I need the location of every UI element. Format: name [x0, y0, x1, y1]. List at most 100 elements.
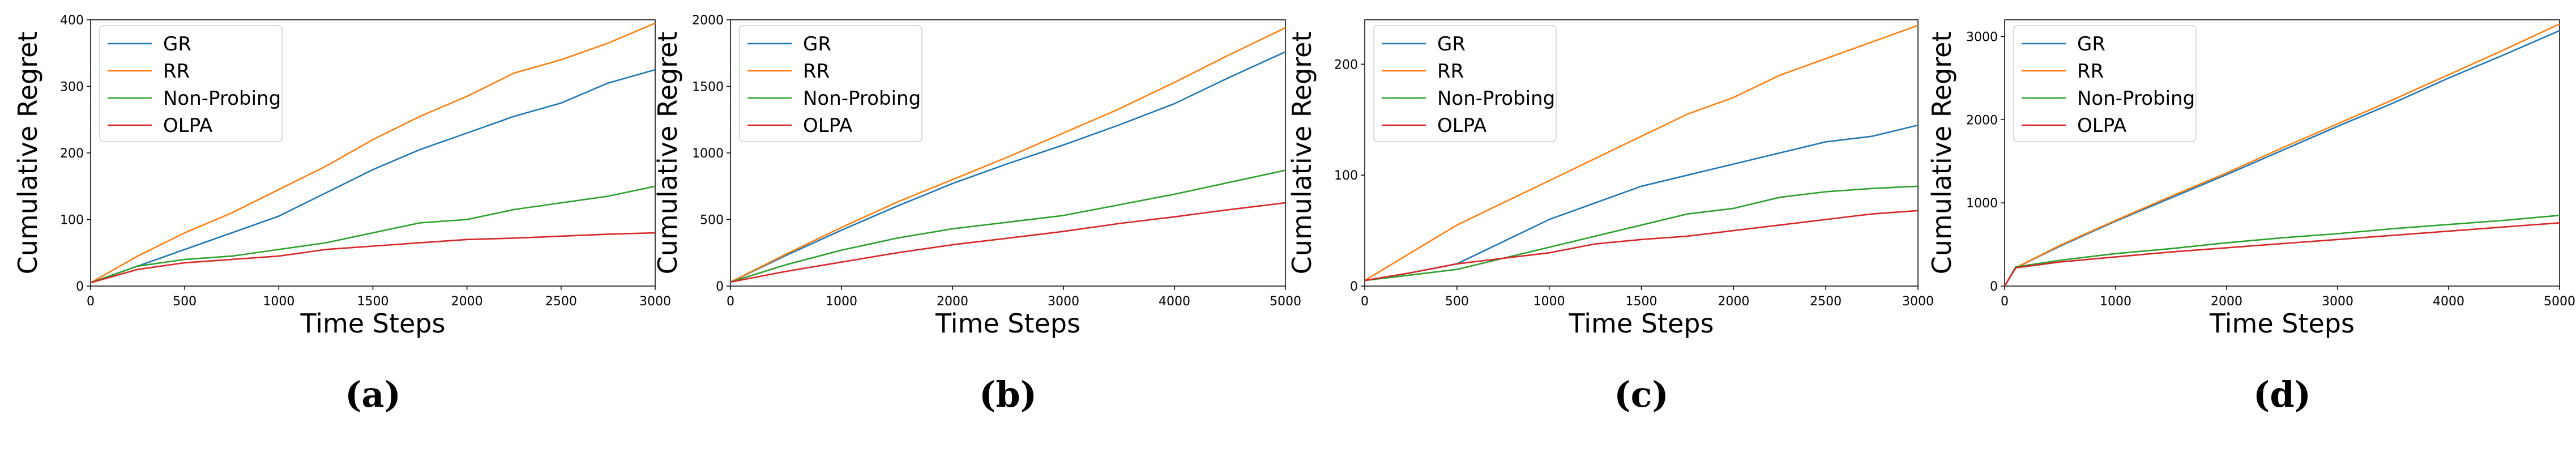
legend-label: GR [803, 33, 831, 56]
x-tick-label: 4000 [1159, 295, 1190, 309]
series-line-non-probing [2003, 214, 2560, 287]
x-tick-label: 0 [727, 295, 734, 309]
x-tick-label: 2500 [545, 295, 577, 309]
legend-label: RR [1437, 60, 1464, 83]
chart-panel-2: 0 1000 2000 3000 4000 50000500100015002000Tim… [652, 14, 1301, 415]
y-tick-label: 0 [76, 280, 84, 294]
legend-label: Non-Probing [2077, 87, 2195, 110]
y-tick-label: 0 [1350, 280, 1358, 294]
x-tick-label: 0 [87, 295, 95, 309]
legend: GR RR Non-Probing OLPA [739, 25, 922, 142]
x-tick-label: 1500 [357, 295, 389, 309]
y-tick-label: 200 [1334, 58, 1358, 72]
y-tick-label: 2000 [692, 14, 724, 28]
legend-label: RR [163, 60, 190, 83]
legend-label: GR [163, 33, 191, 56]
series-line-gr [90, 69, 656, 284]
y-tick-label: 1000 [1966, 197, 1998, 211]
y-tick-label: 1000 [692, 147, 724, 161]
x-tick-label: 3000 [2322, 295, 2353, 309]
x-tick-label: 500 [1445, 295, 1469, 309]
legend: GR RR Non-Probing OLPA [2013, 25, 2197, 142]
y-tick-label: 0 [1990, 280, 1998, 294]
x-tick-label: 1000 [826, 295, 857, 309]
x-tick-label: 5000 [1270, 295, 1301, 309]
x-tick-label: 4000 [2433, 295, 2464, 309]
x-axis-label: Time Steps [1569, 308, 1714, 339]
series-line-non-probing [730, 169, 1286, 283]
series-line-olpa [90, 232, 656, 284]
y-tick-label: 100 [60, 214, 84, 228]
x-tick-label: 2000 [937, 295, 968, 309]
series-line-rr [1364, 24, 1919, 282]
y-axis-label: Cumulative Regret [1287, 32, 1317, 275]
legend-label: GR [2077, 33, 2105, 56]
series-line-non-probing [90, 185, 656, 284]
legend-box [99, 25, 283, 142]
x-tick-label: 2000 [2211, 295, 2242, 309]
series-line-olpa [2003, 222, 2560, 287]
x-tick-label: 3000 [639, 295, 671, 309]
legend-label: OLPA [2077, 114, 2126, 137]
y-tick-label: 400 [60, 14, 84, 28]
y-tick-label: 100 [1334, 169, 1358, 183]
x-tick-label: 1000 [2100, 295, 2131, 309]
series-line-olpa [730, 202, 1286, 283]
series-line-olpa [1364, 210, 1919, 282]
x-tick-label: 1500 [1626, 295, 1657, 309]
x-tick-label: 1000 [263, 295, 294, 309]
y-axis-label: Cumulative Regret [1926, 32, 1957, 275]
legend: GR RR Non-Probing OLPA [1373, 25, 1557, 142]
panel-caption: (c) [1614, 374, 1668, 415]
series-line-rr [2003, 23, 2560, 287]
x-tick-label: 0 [2001, 295, 2009, 309]
x-tick-label: 2000 [1718, 295, 1749, 309]
series-line-gr [730, 51, 1286, 283]
x-tick-label: 0 [1361, 295, 1369, 309]
y-tick-label: 500 [700, 214, 724, 228]
chart-panel-1: 0 500 1000 1500 2000 2500 3000 0 100 200 300 400 Tim… [12, 14, 671, 415]
y-tick-label: 2000 [1966, 113, 1998, 127]
x-tick-label: 2500 [1810, 295, 1842, 309]
y-tick-label: 0 [716, 280, 724, 294]
legend-label: Non-Probing [163, 87, 281, 110]
chart-panel-3: 0 500 1000 1500 2000 2500 3000 0 100 200 Time Step… [1287, 19, 1934, 415]
legend-label: Non-Probing [1437, 87, 1555, 110]
x-axis-label: Time Steps [935, 308, 1080, 339]
series-line-rr [730, 27, 1286, 283]
panel-caption: (d) [2253, 374, 2311, 415]
panel-caption: (a) [345, 374, 401, 415]
series-line-non-probing [1364, 185, 1919, 282]
y-tick-label: 1500 [692, 80, 724, 95]
series-line-rr [90, 22, 656, 284]
legend-box [739, 25, 922, 142]
legend-box [2013, 25, 2197, 142]
legend-label: RR [803, 60, 830, 83]
x-tick-label: 3000 [1902, 295, 1934, 309]
legend-label: OLPA [803, 114, 852, 137]
plot-frame [2004, 19, 2560, 287]
x-tick-label: 3000 [1048, 295, 1079, 309]
x-axis-label: Time Steps [2209, 308, 2355, 339]
x-tick-label: 5000 [2544, 295, 2575, 309]
x-tick-label: 500 [173, 295, 196, 309]
y-tick-label: 300 [60, 80, 84, 95]
panel-caption: (b) [979, 374, 1037, 415]
legend-label: Non-Probing [803, 87, 921, 110]
y-tick-label: 3000 [1966, 30, 1998, 44]
x-axis-label: Time Steps [300, 308, 446, 339]
x-tick-label: 2000 [451, 295, 483, 309]
y-axis-label: Cumulative Regret [652, 32, 683, 275]
y-tick-label: 200 [60, 147, 84, 161]
legend: GR RR Non-Probing OLPA [99, 25, 283, 142]
legend-label: OLPA [163, 114, 212, 137]
y-axis-label: Cumulative Regret [12, 32, 43, 275]
x-tick-label: 1000 [1533, 295, 1565, 309]
legend-label: RR [2077, 60, 2104, 83]
series-line-gr [1364, 124, 1919, 282]
legend-label: OLPA [1437, 114, 1486, 137]
legend-label: GR [1437, 33, 1466, 56]
legend-box [1373, 25, 1557, 142]
